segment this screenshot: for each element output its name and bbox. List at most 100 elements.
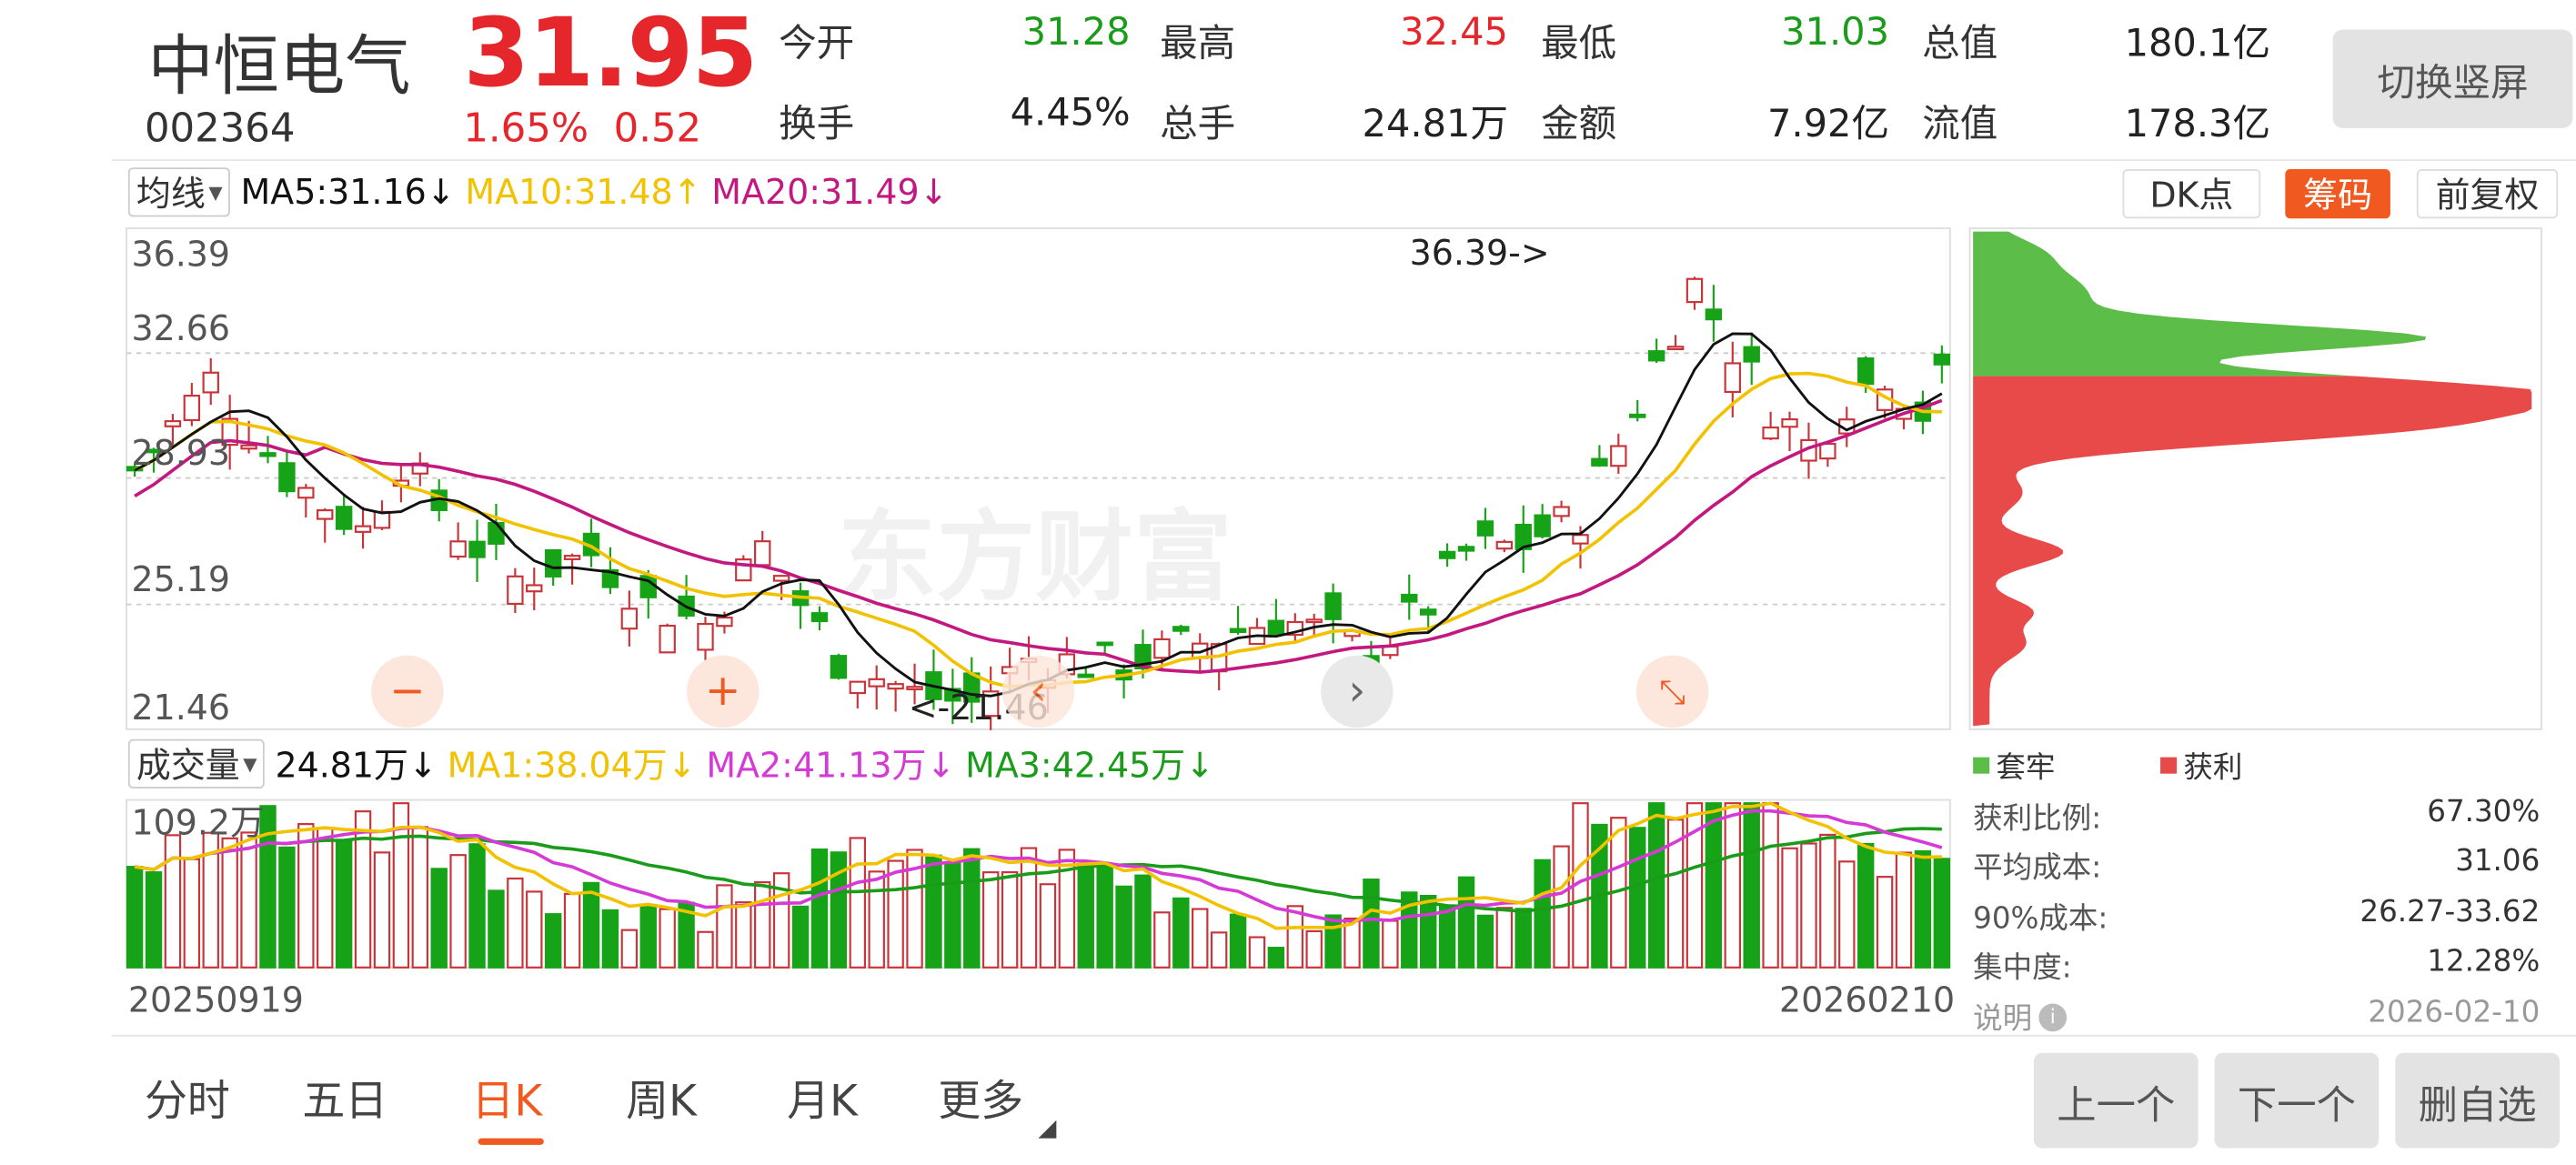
volume-bar [754, 880, 771, 969]
quote-label-amount: 金额 [1541, 103, 1617, 146]
stock-price: 31.95 [463, 0, 758, 109]
candle-body [1857, 357, 1875, 386]
candle-body [1572, 534, 1589, 545]
volume-selector-label: 成交量 [136, 745, 240, 786]
quote-label-turnover: 换手 [779, 103, 855, 146]
volume-bar [659, 908, 676, 969]
candle-body [1305, 618, 1323, 624]
chevron-right-icon: › [1348, 667, 1366, 717]
date-end-label: 20260210 [1779, 980, 1956, 1020]
volume-bar [430, 868, 448, 969]
legend-swatch [2160, 757, 2178, 774]
header-divider [111, 159, 2576, 161]
y-axis-label: 32.66 [131, 308, 230, 348]
vol-ma1-label: MA1:38.04万↓ [447, 745, 697, 786]
switch-portrait-button[interactable]: 切换竖屏 [2332, 29, 2573, 128]
candle-body [240, 444, 257, 450]
zoom-out-button[interactable]: − [371, 655, 444, 728]
candle-body [1629, 413, 1646, 418]
candle-body [202, 371, 219, 394]
zoom-in-button[interactable]: + [686, 655, 760, 728]
volume-legend: 成交量 ▼ 24.81万↓ MA1:38.04万↓ MA2:41.13万↓ MA3… [127, 738, 1214, 788]
collapse-icon: ⤡ [1659, 671, 1686, 712]
volume-bar [183, 858, 201, 969]
ma-selector[interactable]: 均线 ▼ [127, 167, 231, 217]
minus-icon: − [389, 667, 426, 717]
quote-value-low: 31.03 [1781, 11, 1890, 55]
candle-body [697, 622, 714, 651]
volume-bar [1705, 802, 1723, 969]
candle-body [488, 521, 505, 545]
volume-bar [488, 889, 505, 969]
volume-bar [335, 839, 353, 969]
volume-bar [1401, 891, 1418, 969]
volume-bar [1514, 908, 1532, 969]
candle-body [830, 655, 848, 679]
chip-date: 2026-02-10 [2368, 995, 2541, 1030]
ma-legend: 均线 ▼ MA5:31.16↓ MA10:31.48↑ MA20:31.49↓ [127, 167, 948, 217]
chip-info-link[interactable]: 说明 i [1973, 996, 2068, 1039]
volume-bar [1172, 897, 1190, 969]
chip-trapped-area [1973, 231, 2427, 377]
quote-value-turnover: 4.45% [1010, 92, 1131, 136]
candle-body [1476, 520, 1494, 537]
next-button[interactable]: 下一个 [2214, 1052, 2380, 1149]
volume-bar [563, 892, 581, 969]
tab-weekly-k[interactable]: 周K [626, 1077, 697, 1127]
dk-point-button[interactable]: DK点 [2122, 169, 2261, 219]
y-axis-label: 25.19 [131, 559, 230, 599]
scroll-left-button[interactable]: ‹ [1001, 655, 1075, 728]
ma20-line [134, 398, 1943, 674]
chip-distribution-button[interactable]: 筹码 [2285, 169, 2390, 219]
volume-bar [1039, 883, 1057, 969]
volume-bar [373, 851, 391, 969]
candle-body [1666, 346, 1685, 351]
volume-bar [1438, 905, 1456, 969]
candle-body [981, 690, 1000, 718]
volume-bar [1419, 894, 1437, 969]
volume-bar [1192, 908, 1209, 969]
candle-body [1324, 592, 1342, 620]
quote-value-amount: 7.92亿 [1766, 103, 1890, 146]
chip-stat-value: 12.28% [2427, 944, 2541, 979]
volume-selector[interactable]: 成交量 ▼ [127, 738, 266, 788]
tab-five-day[interactable]: 五日 [302, 1077, 388, 1127]
collapse-button[interactable]: ⤡ [1635, 655, 1709, 728]
volume-bar [544, 913, 562, 969]
adjust-forward-button[interactable]: 前复权 [2416, 169, 2559, 219]
volume-bar [1077, 864, 1094, 969]
candle-body [1705, 308, 1723, 321]
candle-body [145, 448, 163, 454]
volume-bar [1229, 913, 1247, 969]
volume-bar [1267, 947, 1285, 969]
change-amount: 0.52 [613, 105, 702, 152]
price-change: 1.65% 0.52 [463, 105, 701, 152]
chip-stat-label: 平均成本: [1973, 850, 2102, 886]
more-corner-icon [1038, 1120, 1057, 1139]
chip-stat-label: 集中度: [1973, 950, 2072, 986]
previous-button[interactable]: 上一个 [2033, 1052, 2199, 1149]
tab-daily-k[interactable]: 日K [471, 1077, 543, 1127]
quote-value-total-volume: 24.81万 [1362, 103, 1509, 146]
volume-bar [240, 831, 257, 969]
candle-body [1172, 626, 1190, 632]
volume-bar [1743, 802, 1760, 969]
tab-monthly-k[interactable]: 月K [787, 1077, 858, 1127]
candle-body [849, 680, 867, 695]
scroll-right-button[interactable]: › [1321, 655, 1394, 728]
volume-bar [925, 854, 942, 969]
y-axis-label: 21.46 [131, 688, 230, 728]
volume-bar [1534, 859, 1551, 969]
remove-watchlist-button[interactable]: 删自选 [2395, 1052, 2560, 1149]
candle-body [772, 575, 790, 582]
volume-bar [297, 823, 315, 969]
candle-body [563, 555, 581, 560]
quote-value-float-value: 178.3亿 [2124, 103, 2271, 146]
footer-divider [111, 1034, 2576, 1037]
tab-more[interactable]: 更多 [938, 1077, 1024, 1127]
candle-body [1553, 506, 1570, 517]
candle-body [1610, 445, 1627, 467]
volume-bar [1363, 879, 1380, 969]
tab-intraday[interactable]: 分时 [144, 1077, 230, 1127]
